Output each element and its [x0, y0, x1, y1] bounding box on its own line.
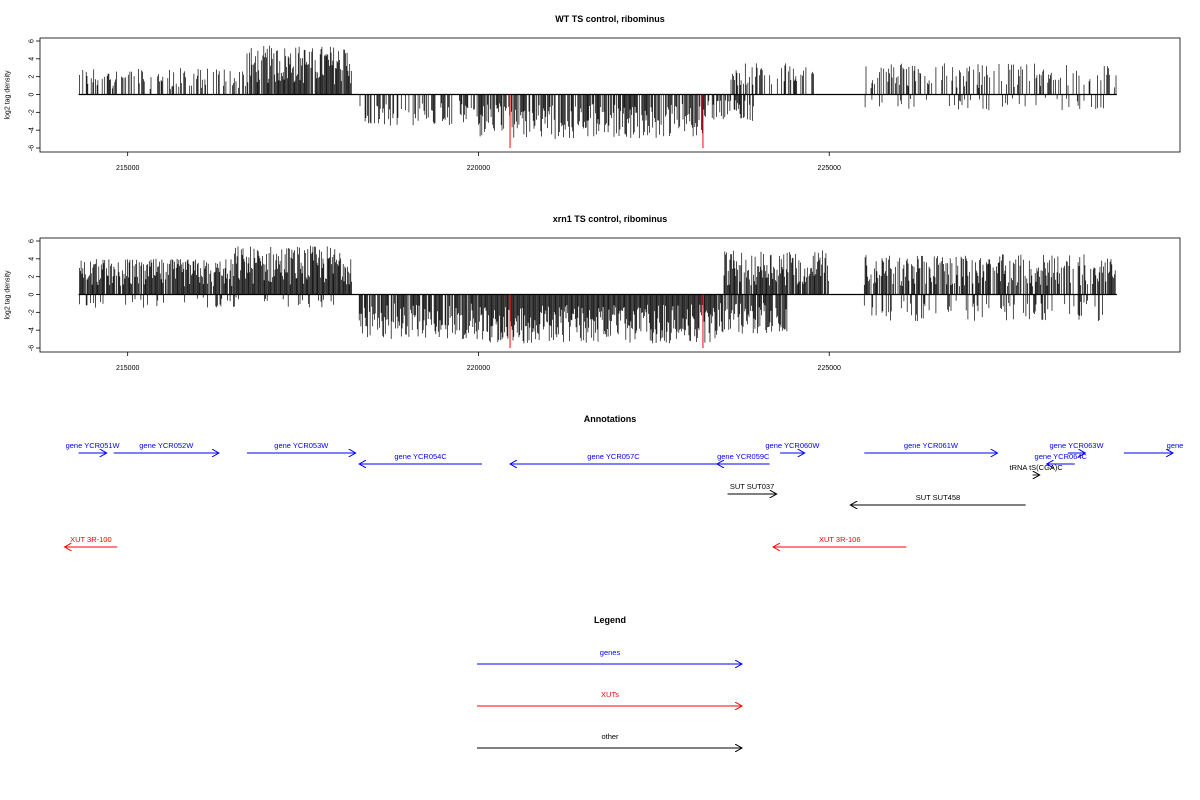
plot-frame [39, 37, 1181, 153]
y-tick-label: -6 [29, 145, 36, 151]
legend-panel: Legend genes XUTs other [477, 615, 742, 748]
annotation-feature: gene YCR051W [66, 441, 121, 453]
x-tick-label: 215000 [116, 165, 139, 172]
y-tick-label: 6 [29, 39, 36, 43]
feature-label: gene [1167, 441, 1184, 450]
annotation-feature: gene YCR057C [510, 452, 717, 464]
annotation-feature: gene YCR053W [246, 441, 356, 453]
feature-label: gene YCR051W [66, 441, 121, 450]
annotation-feature: gene YCR060W [765, 441, 820, 453]
feature-label: gene YCR064C [1035, 452, 1088, 461]
feature-label: XUT 3R-100 [70, 535, 112, 544]
x-tick-label: 220000 [467, 165, 490, 172]
feature-label: gene YCR052W [139, 441, 194, 450]
y-tick-label: -4 [29, 327, 36, 333]
legend-label: XUTs [601, 690, 619, 699]
annotation-feature: gene YCR061W [864, 441, 997, 453]
feature-label: XUT 3R-106 [819, 535, 861, 544]
track-panel-0: WT TS control, ribominus -6 -4 -2 0 2 4 6 log2 t… [5, 14, 1181, 172]
annotation-feature: SUT SUT037 [727, 482, 777, 494]
y-tick-label: -2 [29, 109, 36, 115]
x-tick-label: 215000 [116, 365, 139, 372]
annotation-feature: gene YCR059C [717, 452, 770, 464]
y-tick-label: 0 [29, 92, 36, 96]
feature-label: gene YCR059C [717, 452, 770, 461]
y-tick-label: 2 [29, 275, 36, 279]
density-bars [79, 45, 1117, 139]
feature-label: tRNA tS(CGA)C [1010, 463, 1064, 472]
y-tick-label: -2 [29, 309, 36, 315]
x-tick-label: 225000 [818, 165, 841, 172]
x-tick-label: 220000 [467, 365, 490, 372]
track-panel-1: xrn1 TS control, ribominus -6 -4 -2 0 2 4 6 log2… [5, 214, 1181, 372]
annotation-feature: gene YCR054C [359, 452, 482, 464]
legend-item: XUTs [477, 690, 742, 706]
chart-title: WT TS control, ribominus [555, 14, 665, 24]
y-tick-label: 4 [29, 57, 36, 61]
annotation-feature: XUT 3R-100 [65, 535, 118, 547]
y-axis-label: log2 tag density [5, 270, 12, 320]
y-tick-label: 6 [29, 239, 36, 243]
annotation-feature: tRNA tS(CGA)C [1010, 463, 1064, 475]
density-bars [79, 245, 1116, 344]
x-tick-label: 225000 [818, 365, 841, 372]
y-axis-label: log2 tag density [5, 70, 12, 120]
feature-label: gene YCR053W [274, 441, 329, 450]
legend-item: genes [477, 648, 742, 664]
legend-title: Legend [594, 615, 626, 625]
legend-label: other [601, 732, 619, 741]
y-tick-label: -4 [29, 127, 36, 133]
feature-label: gene YCR054C [394, 452, 447, 461]
annotation-feature: XUT 3R-106 [773, 535, 907, 547]
chart-title: xrn1 TS control, ribominus [553, 214, 668, 224]
annotation-feature: gene YCR063W [1049, 441, 1104, 453]
plot-frame [39, 237, 1181, 353]
annotations-panel: Annotations gene YCR051W gene YCR052W gene … [65, 414, 1184, 547]
legend-item: other [477, 732, 742, 748]
annotation-feature: gene YCR052W [113, 441, 219, 453]
feature-label: SUT SUT037 [730, 482, 774, 491]
y-tick-label: -6 [29, 345, 36, 351]
feature-label: gene YCR060W [765, 441, 820, 450]
annotation-feature: gene [1123, 441, 1184, 453]
y-tick-label: 4 [29, 257, 36, 261]
legend-label: genes [600, 648, 621, 657]
y-tick-label: 2 [29, 75, 36, 79]
annotation-feature: SUT SUT458 [850, 493, 1026, 505]
annotation-feature: gene YCR064C [1035, 452, 1088, 464]
feature-label: gene YCR063W [1049, 441, 1104, 450]
y-tick-label: 0 [29, 292, 36, 296]
feature-label: gene YCR057C [587, 452, 640, 461]
feature-label: SUT SUT458 [916, 493, 960, 502]
annotations-title: Annotations [584, 414, 637, 424]
feature-label: gene YCR061W [904, 441, 959, 450]
